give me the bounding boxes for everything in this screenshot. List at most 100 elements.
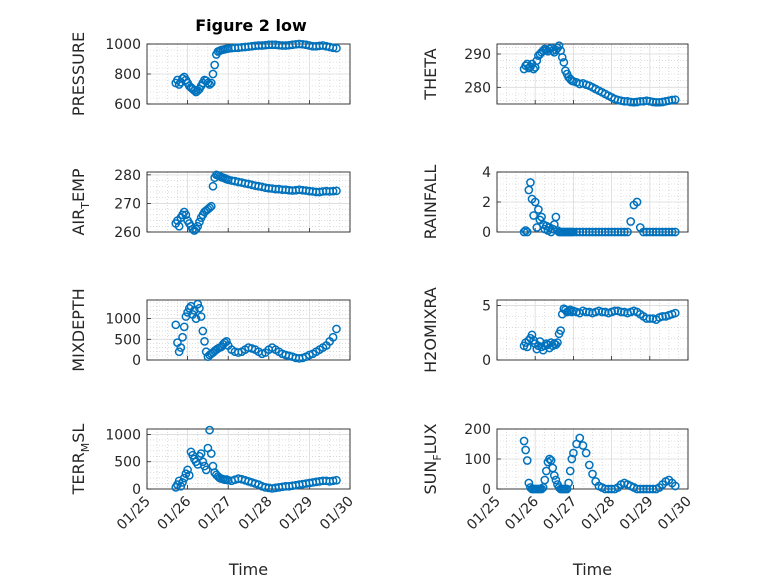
subplot-7-y-tick-label: 0 xyxy=(132,482,141,498)
subplot-3-data-point xyxy=(193,221,203,231)
subplot-4-data-point xyxy=(648,227,658,237)
subplot-2-data-point xyxy=(667,95,677,105)
subplot-6-data-point xyxy=(551,340,561,350)
subplot-4-data-point xyxy=(661,227,671,237)
subplot-2-y-tick-label: 280 xyxy=(464,80,491,96)
subplot-7-data-point xyxy=(198,457,208,467)
subplot-4-data-point xyxy=(651,227,661,237)
subplot-5-data-point xyxy=(328,332,338,342)
subplot-5-axes-frame xyxy=(146,299,351,361)
subplot-2-data-point xyxy=(619,96,629,106)
subplot-3-y-axis-label: AIRTEMP xyxy=(69,168,92,235)
subplot-4-data-point xyxy=(584,227,594,237)
subplot-5-data-point xyxy=(191,314,201,323)
subplot-8-data-point xyxy=(537,484,546,494)
subplot-4-data-point xyxy=(591,227,601,237)
subplot-4-y-tick-label: 0 xyxy=(482,225,491,241)
subplot-8-data-point xyxy=(519,436,529,446)
subplot-8-data-point xyxy=(600,484,610,494)
subplot-7-y-tick-label: 1000 xyxy=(105,427,141,443)
subplot-8-data-point xyxy=(632,484,642,494)
subplot-5-y-tick-label: 0 xyxy=(132,353,141,369)
subplot-7-axes-frame xyxy=(146,428,351,490)
subplot-8-data-point xyxy=(635,484,645,494)
subplot-1-data-point xyxy=(210,60,220,70)
subplot-8-data-point xyxy=(521,445,531,455)
subplot-4-data-point xyxy=(526,178,535,187)
subplot-4-data-point xyxy=(619,227,629,237)
subplot-3-data-point xyxy=(332,186,341,196)
subplot-4-data-point xyxy=(581,227,591,237)
subplot-8-data-point xyxy=(565,466,575,476)
subplot-4-y-tick-label: 4 xyxy=(482,165,491,181)
subplot-8-data-point xyxy=(564,478,573,488)
subplot-5-data-point xyxy=(174,347,184,357)
subplot-5-data-point xyxy=(176,343,186,352)
subplot-4-data-point xyxy=(642,227,651,237)
subplot-7-data-point xyxy=(184,471,194,480)
subplot-8-data-point xyxy=(569,448,578,458)
subplot-4-data-point xyxy=(655,227,664,237)
subplot-1-data-point xyxy=(206,78,216,88)
subplot-7-data-point xyxy=(196,449,206,458)
subplot-5-data-point xyxy=(195,303,204,313)
subplot-6-data-point xyxy=(670,308,680,318)
subplot-5-data-point xyxy=(222,337,231,346)
subplot-6-data-point xyxy=(556,326,566,335)
subplot-7-y-axis-label: TERRMSL xyxy=(69,424,92,496)
subplot-8-data-point xyxy=(540,475,550,485)
subplot-3-data-point xyxy=(181,210,191,220)
subplot-4-data-point xyxy=(551,212,561,222)
subplot-2-axes-frame xyxy=(496,43,689,105)
subplot-1-data-point xyxy=(205,80,214,89)
figure-title: Figure 2 low xyxy=(195,16,307,35)
subplot-8-data-point xyxy=(670,481,680,491)
subplot-8-data-point xyxy=(545,454,554,464)
subplot-7-data-point xyxy=(205,425,214,435)
subplot-8-y-axis-label: SUNFLUX xyxy=(421,423,444,494)
subplot-5-data-point xyxy=(178,332,187,342)
subplot-7-data-point xyxy=(178,478,187,487)
subplot-2-data-point xyxy=(651,97,661,107)
subplot-4-data-point xyxy=(645,227,655,237)
subplot-3-y-tick-label: 270 xyxy=(114,196,141,212)
subplot-8-data-point xyxy=(551,475,561,485)
subplot-4-data-point xyxy=(639,227,648,237)
subplot-2-data-point xyxy=(670,95,680,105)
subplot-8-data-point xyxy=(578,441,588,450)
subplot-4-data-point xyxy=(664,227,674,237)
subplot-8-y-tick-label: 0 xyxy=(482,482,491,498)
subplot-1-y-tick-label: 800 xyxy=(114,67,141,83)
subplot-5-data-point xyxy=(200,337,209,346)
subplot-5-data-point xyxy=(171,320,181,330)
subplot-7-data-point xyxy=(332,475,341,485)
subplot-8-x-axis-label: Time xyxy=(572,560,612,579)
subplot-4-data-point xyxy=(667,227,677,237)
subplot-2-y-axis-label: THETA xyxy=(421,48,440,100)
subplot-6-y-tick-label: 5 xyxy=(482,298,491,314)
subplot-4-data-point xyxy=(529,211,538,220)
subplot-8-data-point xyxy=(645,484,655,494)
subplot-4-data-point xyxy=(670,227,680,237)
subplot-4-data-point xyxy=(572,227,581,237)
subplot-5-y-tick-label: 500 xyxy=(114,332,141,348)
subplot-8-data-point xyxy=(639,484,648,494)
subplot-4-data-point xyxy=(530,197,540,207)
subplot-3-data-point xyxy=(328,186,338,196)
subplot-3-data-point xyxy=(195,217,204,227)
subplot-4-data-point xyxy=(597,227,607,237)
subplot-4-data-point xyxy=(623,227,632,237)
subplot-5-y-tick-label: 1000 xyxy=(105,312,141,328)
subplot-3-y-tick-label: 280 xyxy=(114,168,141,184)
subplot-4-data-point xyxy=(658,227,667,237)
subplot-6-data-point xyxy=(567,307,577,317)
subplot-3-y-tick-label: 260 xyxy=(114,225,141,241)
subplot-1-y-axis-label: PRESSURE xyxy=(69,32,88,116)
subplot-1-data-point xyxy=(328,43,338,53)
subplot-8-data-point xyxy=(588,469,597,479)
subplot-2-data-point xyxy=(648,97,658,107)
subplot-4-data-point xyxy=(600,227,610,237)
subplot-8-data-point xyxy=(522,456,532,465)
subplot-2-data-point xyxy=(557,52,567,62)
subplot-6-data-point xyxy=(527,330,537,340)
